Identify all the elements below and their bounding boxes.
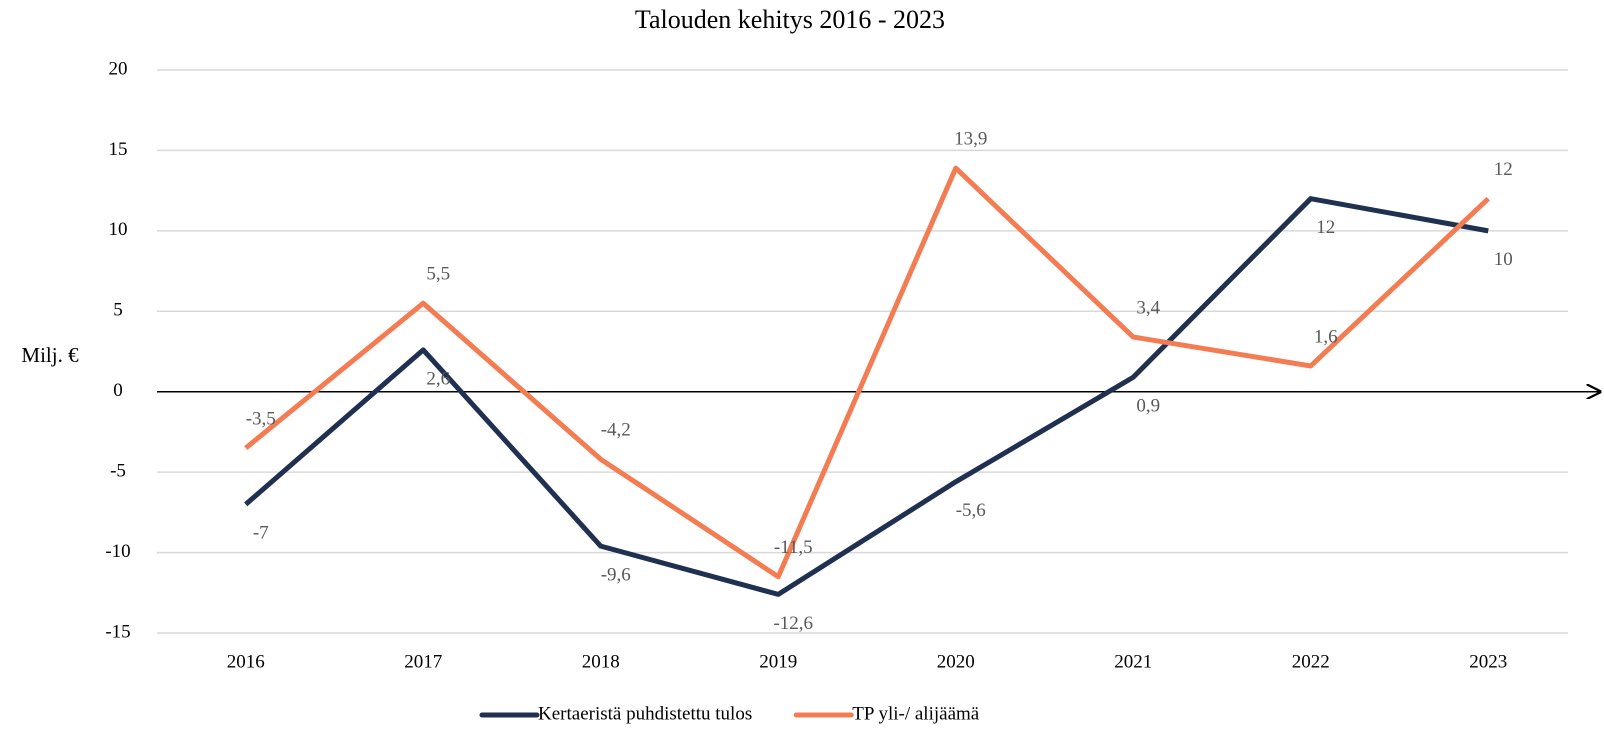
data-label: 12 [1494, 159, 1513, 180]
series-line [244, 196, 1489, 597]
x-tick-label: 2020 [937, 651, 975, 672]
data-label: -9,6 [601, 564, 631, 585]
y-tick-label: 15 [109, 139, 128, 160]
data-label: -3,5 [246, 408, 276, 429]
chart-title: Talouden kehitys 2016 - 2023 [635, 5, 945, 34]
y-tick-label: 0 [113, 380, 123, 401]
y-tick-label: 20 [109, 58, 128, 79]
data-label: 10 [1494, 249, 1513, 270]
x-tick-label: 2019 [759, 651, 797, 672]
data-label: 13,9 [954, 128, 987, 149]
data-label: 0,9 [1136, 396, 1160, 417]
x-tick-label: 2022 [1292, 651, 1330, 672]
data-label: 2,6 [426, 368, 450, 389]
data-label: 12 [1316, 217, 1335, 238]
data-label: 3,4 [1136, 297, 1160, 318]
x-tick-label: 2016 [227, 651, 265, 672]
x-tick-label: 2021 [1114, 651, 1152, 672]
series-line [244, 165, 1490, 580]
data-label: -7 [253, 523, 269, 544]
data-label: -11,5 [774, 537, 813, 558]
data-label: -12,6 [773, 613, 813, 634]
legend-label: Kertaeristä puhdistettu tulos [538, 703, 752, 724]
y-tick-label: -5 [110, 461, 126, 482]
y-tick-label: -15 [105, 621, 130, 642]
data-label: -5,6 [956, 500, 986, 521]
y-tick-label: -10 [105, 541, 130, 562]
x-tick-label: 2018 [582, 651, 620, 672]
x-tick-label: 2023 [1469, 651, 1507, 672]
y-tick-label: 10 [109, 219, 128, 240]
legend-label: TP yli-/ alijäämä [852, 703, 980, 724]
x-tick-label: 2017 [404, 651, 442, 672]
data-label: -4,2 [601, 420, 631, 441]
data-label: 5,5 [426, 264, 450, 285]
y-tick-label: 5 [113, 300, 123, 321]
data-label: 1,6 [1314, 326, 1338, 347]
y-axis-label: Milj. € [21, 343, 79, 367]
